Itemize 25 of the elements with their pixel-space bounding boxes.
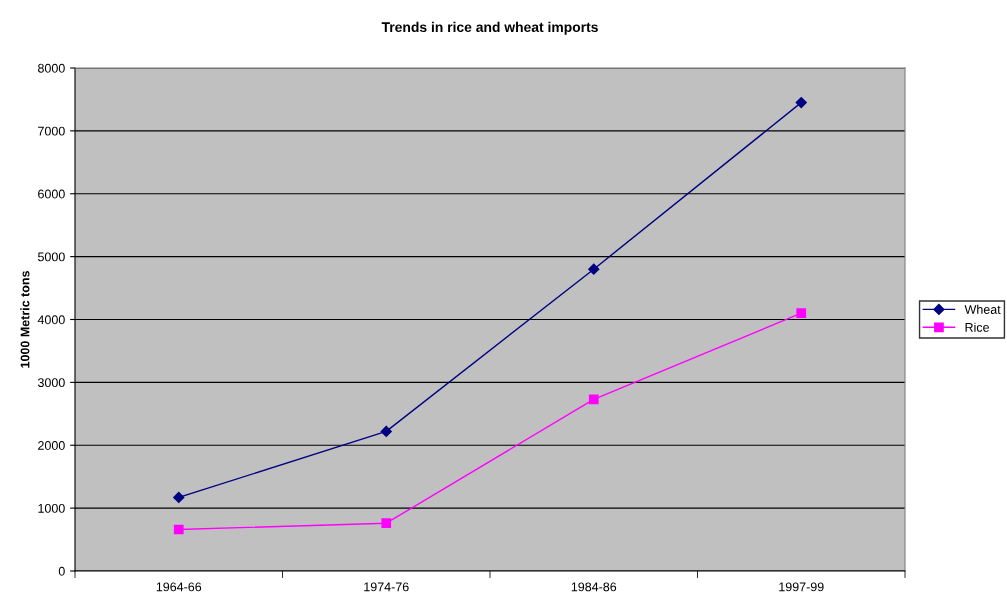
y-tick-label: 2000	[38, 441, 65, 450]
y-tick-label: 0	[58, 566, 65, 576]
legend-label: Wheat	[964, 304, 1001, 314]
legend-label: Rice	[965, 322, 989, 332]
x-tick-label: 1997-99	[779, 582, 824, 592]
x-tick-label: 1974-76	[364, 582, 409, 592]
y-tick-label: 6000	[38, 189, 65, 199]
y-tick-label: 1000	[38, 503, 65, 513]
x-tick-label: 1964-66	[156, 582, 202, 592]
chart-title: Trends in rice and wheat imports	[381, 21, 598, 35]
y-tick-label: 7000	[38, 126, 65, 136]
point	[381, 518, 392, 529]
y-tick-label: 5000	[37, 252, 65, 262]
y-tick-label: 4000	[37, 315, 65, 325]
point	[588, 394, 599, 405]
point	[380, 425, 392, 438]
x-tick-label: 1984-86	[571, 582, 617, 592]
y-tick-label: 8000	[38, 63, 65, 73]
y-axis-title: 1000 Metric tons	[20, 271, 30, 368]
point	[795, 96, 807, 109]
point	[796, 308, 807, 319]
point	[173, 524, 184, 535]
point	[173, 491, 185, 504]
point	[588, 263, 600, 275]
y-tick-label: 3000	[37, 378, 65, 388]
